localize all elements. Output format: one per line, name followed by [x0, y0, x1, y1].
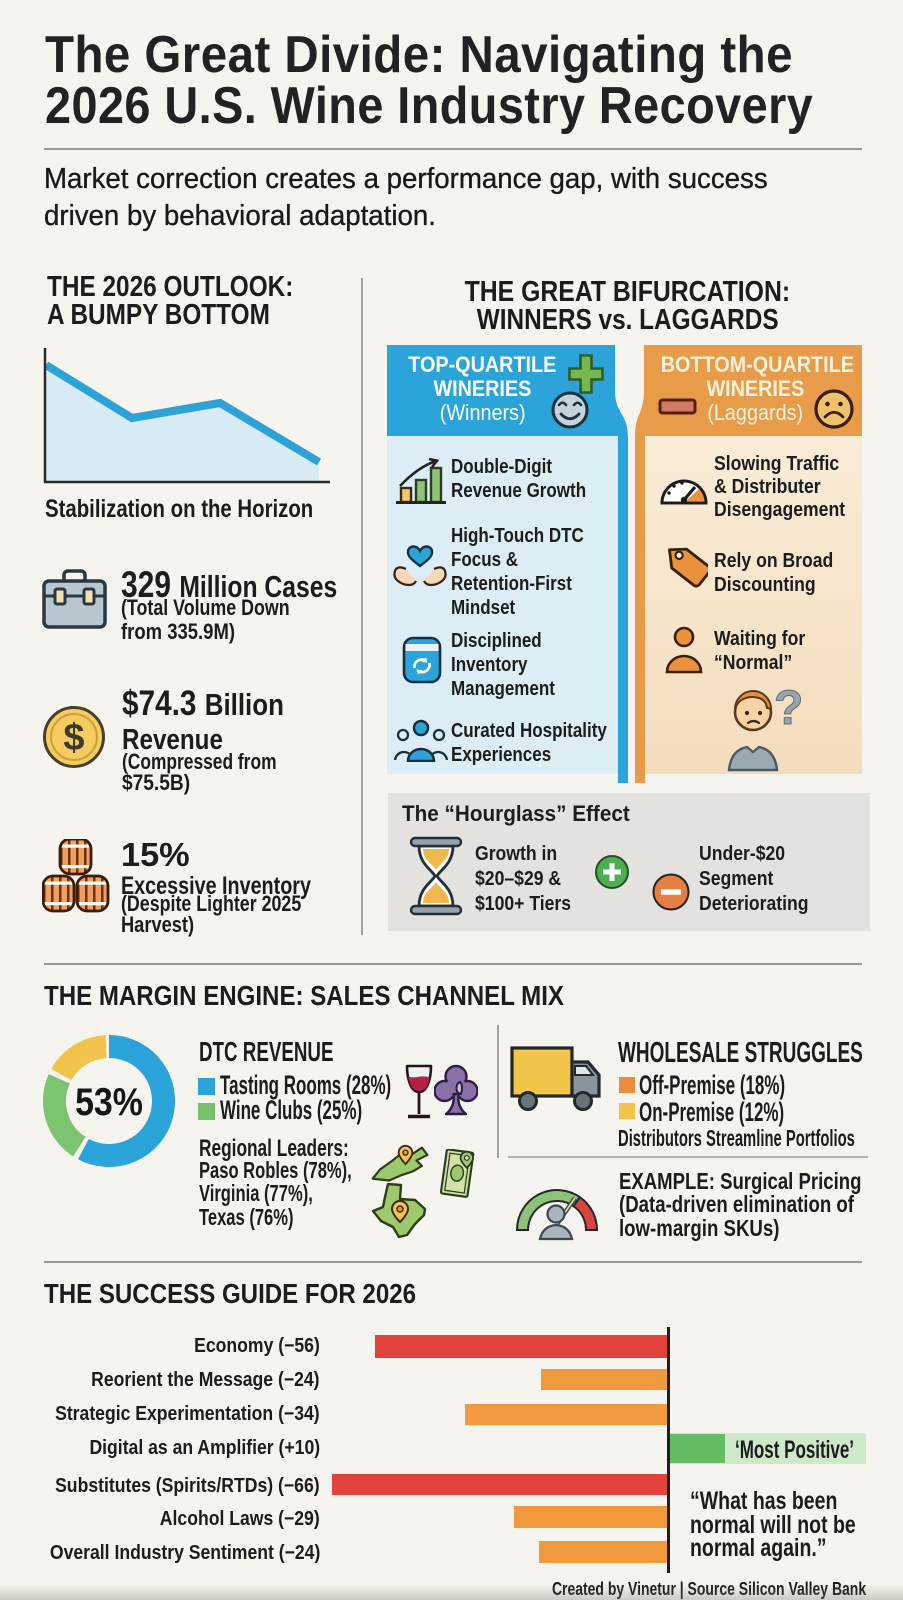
svg-text:?: ?: [774, 682, 803, 735]
svg-text:53%: 53%: [75, 1080, 143, 1124]
svg-text:$: $: [63, 717, 84, 759]
